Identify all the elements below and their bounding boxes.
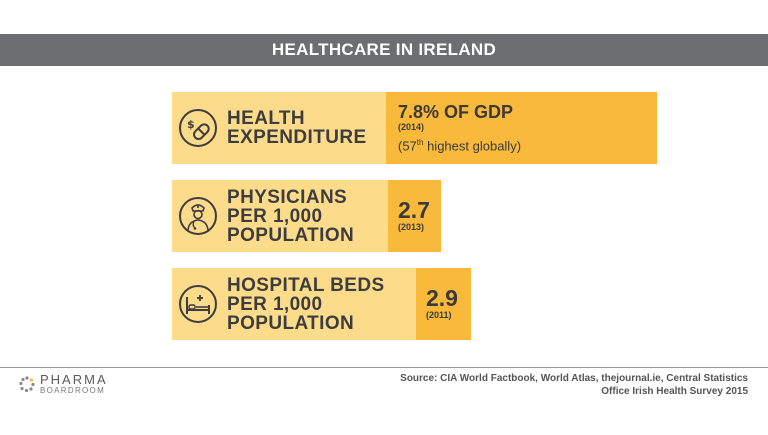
stat-value: 2.7: [398, 197, 430, 223]
stat-label-line: PHYSICIANS: [227, 186, 348, 208]
stat-year: (2011): [426, 310, 452, 320]
source-note: Source: CIA World Factbook, World Atlas,…: [328, 372, 748, 398]
stat-label-line: POPULATION: [227, 224, 355, 246]
stat-physicians: PHYSICIANS PER 1,000 POPULATION 2.7 (201…: [172, 180, 441, 252]
stat-label-box: PHYSICIANS PER 1,000 POPULATION: [172, 180, 388, 252]
stat-health-expenditure: $ HEALTH EXPENDITURE 7.8% OF GDP (2014) …: [172, 92, 657, 164]
source-line: Office Irish Health Survey 2015: [601, 386, 748, 397]
hospital-bed-icon: [179, 285, 217, 323]
money-pill-icon: $: [179, 109, 217, 147]
page-title: HEALTHCARE IN IRELAND: [0, 34, 768, 66]
stat-note-prefix: (57: [398, 138, 417, 154]
stat-value-box: 2.7 (2013): [388, 180, 441, 252]
stat-label: HEALTH EXPENDITURE: [227, 109, 367, 147]
stat-value-box: 7.8% OF GDP (2014) (57th highest globall…: [386, 92, 657, 164]
stat-label-line: POPULATION: [227, 312, 355, 334]
stat-note-suffix: highest globally): [423, 138, 522, 154]
source-line: Source: CIA World Factbook, World Atlas,…: [400, 373, 748, 384]
logo-dots-icon: [19, 376, 35, 393]
pharmaboardroom-logo: PHARMA BOARDROOM: [18, 373, 108, 395]
stat-label-line: HEALTH: [227, 108, 306, 129]
stat-label-line: EXPENDITURE: [227, 127, 367, 148]
stat-value: 2.9: [426, 285, 458, 311]
stat-note: (57th highest globally): [398, 135, 657, 154]
stat-label-box: HOSPITAL BEDS PER 1,000 POPULATION: [172, 268, 416, 340]
stat-year: (2014): [398, 121, 425, 132]
stat-label-line: HOSPITAL BEDS: [227, 274, 385, 296]
stat-value-box: 2.9 (2011): [416, 268, 471, 340]
stat-label-box: $ HEALTH EXPENDITURE: [172, 92, 386, 164]
logo-sub-text: BOARDROOM: [40, 386, 106, 395]
footer-divider: [0, 367, 768, 368]
stat-label-line: PER 1,000: [227, 205, 323, 227]
stat-label: HOSPITAL BEDS PER 1,000 POPULATION: [227, 276, 385, 333]
logo-main-text: PHARMA: [40, 372, 108, 387]
stat-year: (2013): [398, 222, 425, 232]
stat-note-sup: th: [416, 137, 424, 147]
logo-text: PHARMA BOARDROOM: [40, 373, 108, 395]
stat-value: 7.8% OF GDP: [398, 101, 514, 122]
stat-label-line: PER 1,000: [227, 293, 323, 315]
doctor-icon: [179, 197, 217, 235]
stat-hospital-beds: HOSPITAL BEDS PER 1,000 POPULATION 2.9 (…: [172, 268, 471, 340]
svg-text:$: $: [187, 118, 195, 131]
stat-label: PHYSICIANS PER 1,000 POPULATION: [227, 188, 354, 245]
